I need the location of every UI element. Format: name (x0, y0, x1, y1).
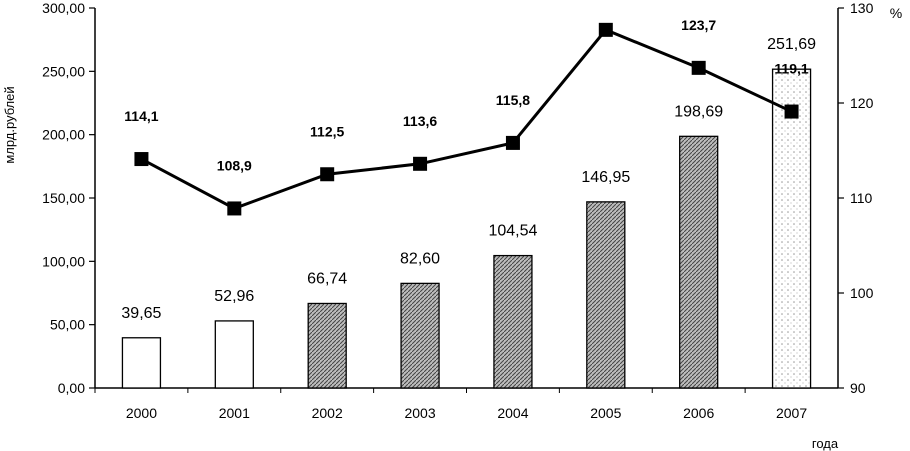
x-tick-label: 2006 (683, 405, 714, 421)
bar-data-label: 104,54 (488, 223, 537, 240)
left-tick-label: 0,00 (58, 380, 85, 396)
line-marker (320, 167, 335, 182)
line-data-label: 114,1 (124, 108, 158, 124)
line-marker (505, 135, 520, 150)
x-tick-label: 2005 (590, 405, 621, 421)
line-data-label: 119,1 (774, 61, 808, 77)
bar-data-label: 39,65 (121, 305, 161, 322)
line-marker (691, 60, 706, 75)
x-tick-label: 2001 (219, 405, 250, 421)
line-marker (134, 152, 149, 167)
bar (121, 337, 162, 389)
bar-data-label: 198,69 (674, 103, 723, 120)
left-axis-ticks: 0,00 50,00 100,00 150,00 200,00 250,00 300,00 (42, 0, 95, 396)
bar (214, 320, 254, 389)
line-marker (598, 22, 613, 37)
bar-data-label: 52,96 (214, 288, 254, 305)
x-tick-label: 2007 (776, 405, 807, 421)
line-data-label: 123,7 (681, 17, 716, 33)
right-tick-label: 130 (850, 0, 874, 16)
bar-data-label: 82,60 (400, 250, 440, 267)
x-axis-ticks: 2000 2001 2002 2003 2004 2005 2006 2007 (94, 388, 807, 421)
left-tick-label: 250,00 (42, 63, 85, 79)
line-marker (227, 201, 242, 216)
x-axis-title: года (812, 436, 839, 451)
line-data-label: 113,6 (403, 113, 437, 129)
axes (94, 8, 839, 389)
bar (307, 302, 347, 389)
line-path (140, 28, 793, 211)
left-tick-label: 50,00 (50, 317, 85, 333)
x-tick-label: 2000 (126, 405, 157, 421)
line-series (134, 22, 799, 216)
left-tick-label: 300,00 (42, 0, 85, 16)
bar (400, 282, 440, 389)
bar-data-label: 66,74 (307, 270, 347, 287)
bar (771, 68, 812, 389)
bar (493, 254, 533, 389)
left-axis-title: млрд.рублей (2, 86, 17, 163)
x-tick-label: 2004 (497, 405, 528, 421)
bar (586, 201, 626, 389)
right-tick-label: 120 (850, 95, 874, 111)
line-data-label: 115,8 (496, 92, 530, 108)
left-tick-label: 200,00 (42, 127, 85, 143)
line-data-label: 112,5 (310, 123, 344, 139)
x-tick-label: 2002 (312, 405, 343, 421)
line-marker (413, 156, 428, 171)
right-axis-ticks: 90 100 110 120 130 (838, 0, 874, 396)
bar (679, 135, 719, 389)
right-tick-label: 100 (850, 285, 874, 301)
right-axis-unit: % (890, 5, 902, 21)
bar-series (121, 68, 812, 389)
left-tick-label: 150,00 (42, 190, 85, 206)
bar-data-label: 251,69 (767, 36, 816, 53)
line-marker (784, 104, 799, 119)
left-tick-label: 100,00 (42, 253, 85, 269)
right-tick-label: 110 (850, 190, 873, 206)
bar-data-label: 146,95 (581, 169, 630, 186)
bar-data-labels: 39,65 52,96 66,74 82,60 104,54 146,95 198,69 25… (121, 36, 816, 322)
line-data-label: 108,9 (217, 157, 252, 173)
x-tick-label: 2003 (404, 405, 435, 421)
right-tick-label: 90 (850, 380, 866, 396)
